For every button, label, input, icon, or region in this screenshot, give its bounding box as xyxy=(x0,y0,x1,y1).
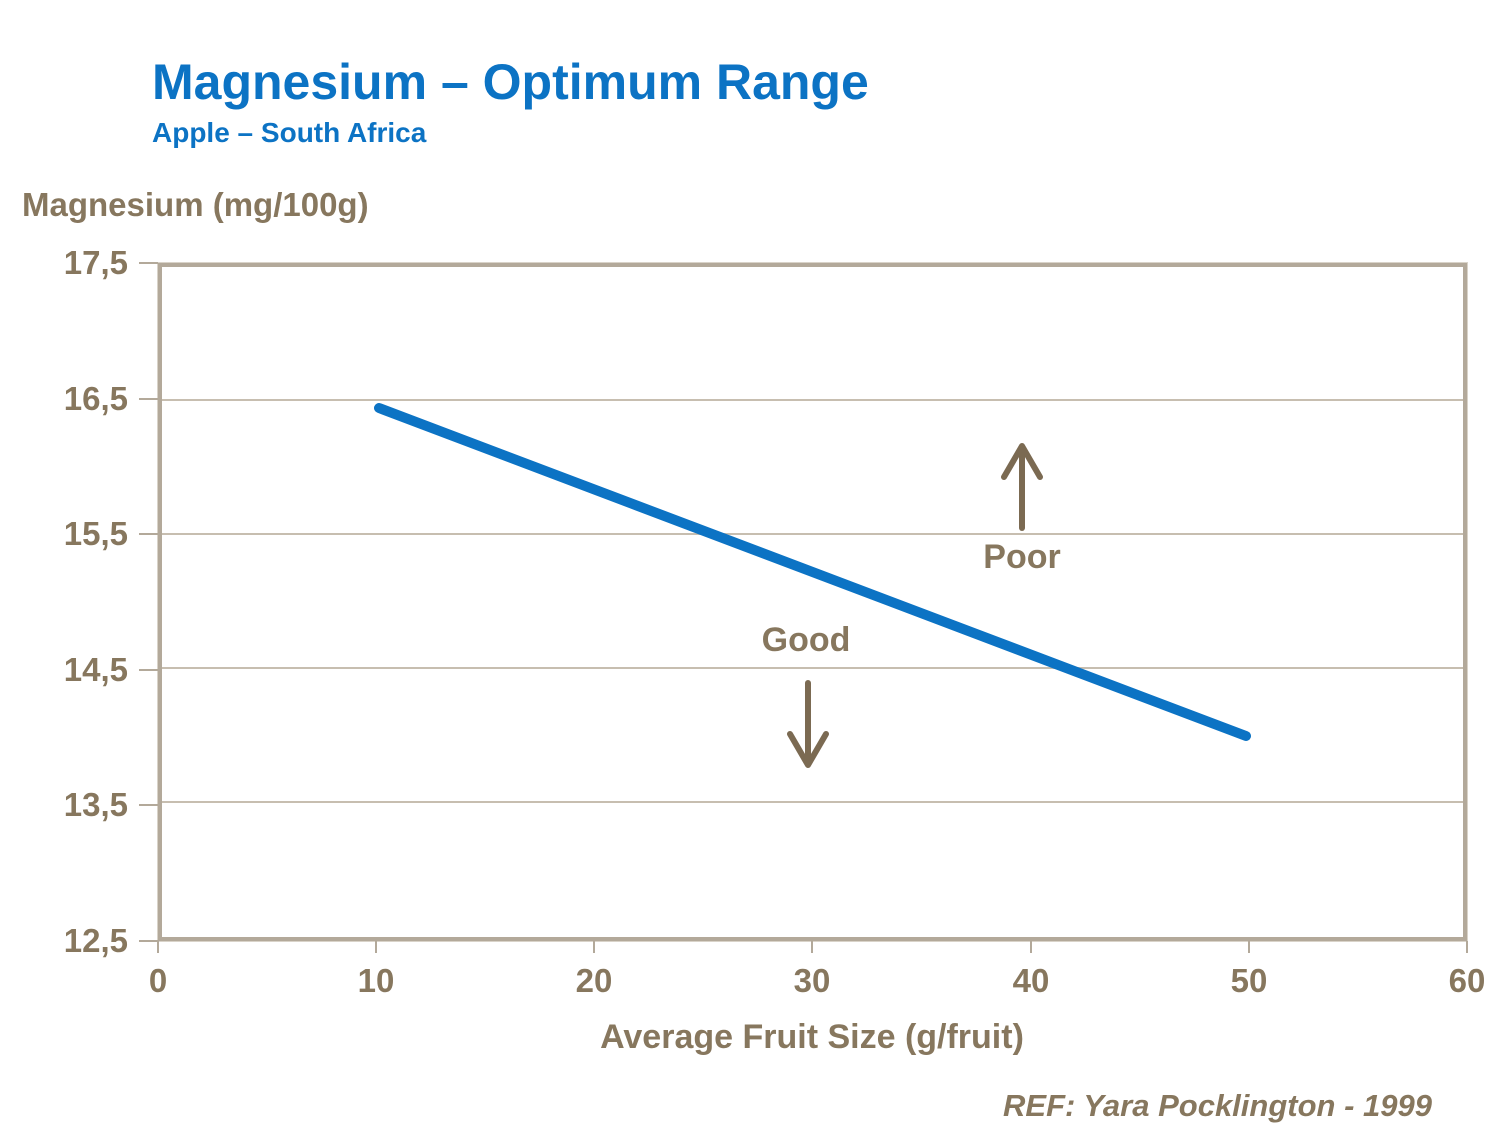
x-tick-label: 30 xyxy=(793,962,831,999)
y-tick-mark xyxy=(139,398,158,400)
y-tick-label: 16,5 xyxy=(63,380,128,417)
gridline xyxy=(162,533,1463,535)
y-tick-mark xyxy=(139,940,158,942)
chart-subtitle: Apple – South Africa xyxy=(152,116,427,148)
x-tick-mark xyxy=(811,941,813,953)
x-tick-label: 40 xyxy=(1012,962,1050,999)
plot-canvas xyxy=(374,403,1251,768)
y-tick-mark xyxy=(139,804,158,806)
x-tick-label: 20 xyxy=(575,962,613,999)
y-tick-mark xyxy=(139,669,158,671)
data-line xyxy=(374,403,1251,741)
x-tick-mark xyxy=(1466,941,1468,953)
x-tick-label: 0 xyxy=(148,962,168,999)
x-tick-label: 60 xyxy=(1448,962,1486,999)
plot-area xyxy=(157,262,1468,942)
annotation-poor: Poor xyxy=(983,538,1061,576)
annotation-good: Good xyxy=(761,621,851,659)
reference-text: REF: Yara Pocklington - 1999 xyxy=(1003,1088,1432,1123)
chart-title: Magnesium – Optimum Range xyxy=(152,54,869,110)
y-tick-mark xyxy=(139,533,158,535)
x-tick-mark xyxy=(593,941,595,953)
gridline xyxy=(162,399,1463,401)
gridline xyxy=(162,801,1463,803)
y-tick-label: 13,5 xyxy=(63,786,128,823)
y-tick-mark xyxy=(139,262,158,264)
down-arrow-icon xyxy=(787,680,829,768)
title-block: Magnesium – Optimum Range Apple – South … xyxy=(152,56,869,149)
x-tick-label: 50 xyxy=(1230,962,1268,999)
y-tick-label: 17,5 xyxy=(63,244,128,281)
x-axis-title: Average Fruit Size (g/fruit) xyxy=(600,1018,1024,1056)
y-tick-label: 14,5 xyxy=(63,651,128,688)
x-tick-mark xyxy=(375,941,377,953)
y-axis-title: Magnesium (mg/100g) xyxy=(22,186,369,223)
x-tick-mark xyxy=(1248,941,1250,953)
x-tick-mark xyxy=(157,941,159,953)
gridline xyxy=(162,667,1463,669)
x-tick-mark xyxy=(1030,941,1032,953)
up-arrow-icon xyxy=(1001,443,1043,531)
y-tick-label: 15,5 xyxy=(63,515,128,552)
x-tick-label: 10 xyxy=(357,962,395,999)
y-tick-label: 12,5 xyxy=(63,922,128,959)
